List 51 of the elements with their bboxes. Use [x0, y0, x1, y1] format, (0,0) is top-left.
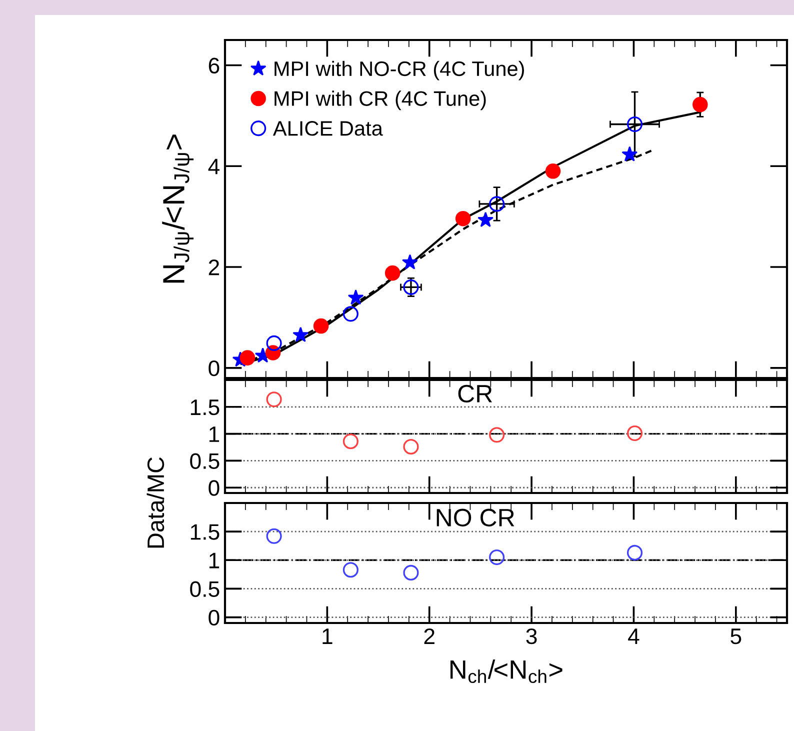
point: [403, 279, 419, 295]
point: [489, 550, 505, 566]
point: [478, 212, 494, 227]
x-tick-label: 3: [526, 628, 537, 644]
x-tick-label: 2: [424, 628, 434, 644]
point: [626, 544, 643, 560]
point: [266, 335, 282, 351]
point: [342, 562, 358, 578]
point: [313, 318, 329, 334]
point: [403, 438, 419, 455]
point: [292, 326, 309, 342]
point: [384, 265, 400, 281]
point: [403, 564, 419, 580]
x-tick-label: 5: [730, 628, 742, 644]
y-tick-label: 6: [208, 58, 220, 74]
legend-label: ALICE Data: [272, 121, 383, 136]
point: [342, 434, 358, 450]
y-tick-label: 1: [209, 552, 220, 568]
y-axis-title: Data/MC: [146, 457, 164, 548]
point: [622, 146, 638, 162]
y-tick-label: 0.5: [190, 453, 220, 469]
point: [240, 350, 256, 366]
x-tick-label: 1: [322, 628, 332, 644]
point: [342, 306, 358, 322]
y-tick-label: 4: [208, 158, 220, 174]
legend-label: MPI with CR (4C Tune): [274, 90, 486, 110]
y-tick-label: 1.5: [190, 400, 220, 416]
y-tick-label: 0: [208, 610, 220, 626]
point: [455, 210, 471, 226]
y-tick-label: 0: [208, 480, 220, 496]
annotation: CR: [458, 384, 492, 403]
point: [489, 196, 505, 212]
legend-label: MPI with NO-CR (4C Tune): [274, 60, 524, 80]
y-tick-label: 1.5: [190, 524, 220, 540]
point: [545, 164, 561, 179]
x-tick-label: 4: [628, 628, 640, 644]
x-axis-title: N$_{ch}$/<N$_{ch}$>: [450, 660, 562, 684]
y-tick-label: 0: [208, 360, 220, 376]
annotation: NO CR: [436, 508, 514, 527]
point: [626, 425, 643, 442]
point: [266, 528, 282, 544]
y-tick-label: 2: [208, 260, 220, 276]
point: [489, 427, 505, 443]
y-tick-label: 0.5: [190, 581, 220, 597]
y-axis-title: N$_{J/ψ}$/<N$_{J/ψ}$>: [162, 134, 194, 283]
point: [692, 96, 708, 112]
y-tick-label: 1: [209, 426, 220, 442]
point: [266, 392, 282, 408]
point: [626, 116, 643, 132]
point: [348, 289, 364, 305]
point: [402, 254, 418, 270]
